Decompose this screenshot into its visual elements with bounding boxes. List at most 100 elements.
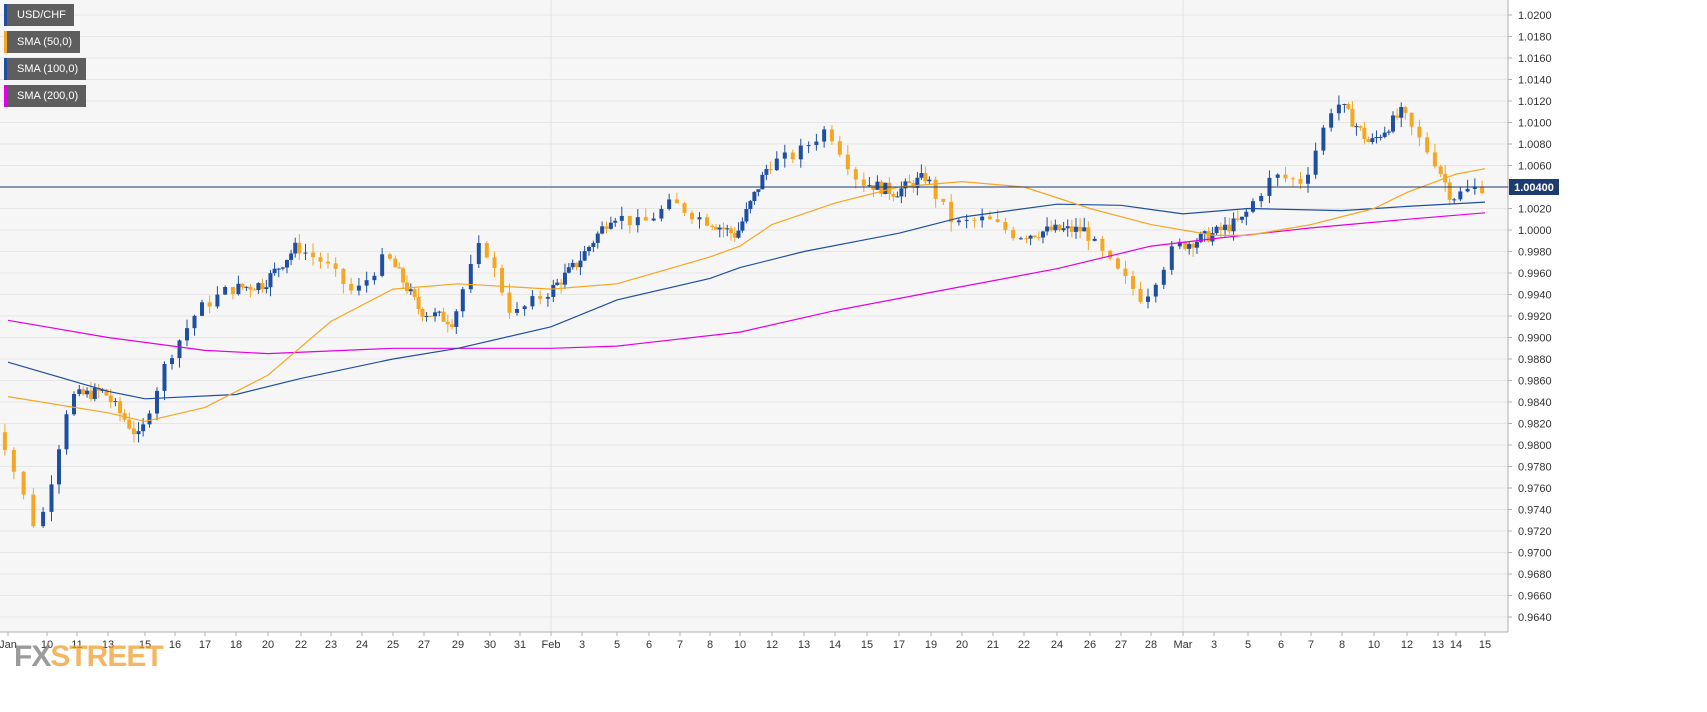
candle — [1073, 217, 1078, 239]
candle-body — [1187, 243, 1192, 249]
x-tick-label: 24 — [1051, 639, 1063, 651]
candle — [822, 126, 827, 148]
candle-body — [1146, 296, 1150, 302]
candle-body — [1346, 104, 1351, 109]
x-tick-label: 13 — [798, 639, 810, 651]
candle — [627, 215, 632, 234]
legend-item-sma100[interactable]: SMA (100,0) — [4, 58, 87, 80]
candle — [1447, 178, 1452, 206]
candle — [740, 217, 745, 233]
candle — [1354, 123, 1359, 136]
candle-body — [748, 200, 753, 210]
candle — [682, 202, 687, 217]
candle-body — [1065, 226, 1070, 229]
candle — [437, 310, 442, 317]
candle-body — [476, 243, 481, 264]
candle — [127, 412, 132, 430]
candle — [500, 264, 504, 296]
candle — [1049, 220, 1054, 232]
candle-body — [1465, 188, 1470, 192]
candle-body — [1049, 226, 1054, 231]
candle — [725, 224, 730, 237]
candle — [883, 182, 888, 195]
legend-item-sma200[interactable]: SMA (200,0) — [4, 85, 87, 107]
candle-body — [41, 511, 46, 527]
candle-body — [619, 215, 624, 221]
legend-item-sma50[interactable]: SMA (50,0) — [4, 31, 81, 53]
candle — [1115, 257, 1120, 270]
candle — [468, 254, 473, 293]
candle-body — [1202, 231, 1207, 234]
y-tick-label: 0.9880 — [1518, 354, 1552, 366]
candle — [1438, 164, 1443, 178]
candle-body — [1382, 132, 1387, 137]
candle-body — [1313, 150, 1318, 175]
candle — [980, 208, 985, 228]
candle-body — [1198, 233, 1203, 242]
candle-body — [570, 262, 575, 268]
candle-body — [774, 158, 779, 171]
candle-body — [113, 401, 118, 403]
y-tick-label: 0.9860 — [1518, 376, 1552, 388]
candle-body — [1053, 224, 1058, 231]
candle-body — [454, 311, 459, 327]
candle-body — [853, 169, 858, 180]
candle-body — [790, 152, 795, 160]
candle — [551, 279, 556, 303]
candle — [1187, 241, 1192, 255]
candle-body — [1342, 104, 1347, 106]
candle — [1358, 125, 1363, 131]
candle-body — [574, 262, 579, 268]
candle — [256, 282, 261, 294]
candle-body — [64, 414, 69, 450]
current-price-label: 1.00400 — [1514, 182, 1554, 194]
candle — [1078, 218, 1083, 239]
candle — [1011, 226, 1016, 241]
candle — [1024, 235, 1029, 244]
candle — [1053, 219, 1058, 233]
x-tick-label: 20 — [956, 639, 968, 651]
candle — [507, 283, 512, 319]
candle — [428, 315, 433, 317]
candle — [651, 212, 656, 222]
candle-body — [200, 302, 204, 316]
candle-body — [387, 254, 392, 259]
candle — [1028, 234, 1033, 246]
candle — [562, 263, 567, 289]
candle-body — [1024, 238, 1029, 240]
candle — [915, 172, 920, 196]
candle — [393, 255, 398, 268]
candle-body — [1153, 284, 1158, 297]
candle-body — [404, 282, 409, 292]
logo-fx: FX — [14, 640, 51, 673]
candle-body — [551, 284, 556, 297]
candle-body — [555, 282, 560, 285]
x-tick-label: Mar — [1174, 639, 1193, 651]
x-tick-label: 27 — [1115, 639, 1127, 651]
candle — [1227, 217, 1232, 234]
candle-body — [1306, 174, 1310, 184]
candle — [1153, 282, 1158, 303]
candle — [264, 279, 269, 294]
y-tick-label: 0.9980 — [1518, 247, 1552, 259]
candle — [248, 283, 253, 298]
candle — [697, 212, 702, 229]
legend-item-usdchf[interactable]: USD/CHF — [4, 4, 74, 26]
candle-body — [507, 292, 512, 313]
candle-body — [721, 227, 726, 230]
candle — [522, 305, 527, 316]
candle-body — [72, 394, 76, 415]
candle — [297, 234, 302, 260]
candle — [891, 191, 896, 202]
candle-body — [1069, 226, 1074, 232]
candle-body — [1214, 226, 1219, 234]
candle-body — [276, 268, 281, 270]
candle-body — [1432, 152, 1437, 167]
candle-body — [682, 203, 687, 213]
candle-body — [578, 260, 583, 268]
candle-body — [1115, 258, 1120, 269]
candle — [1306, 167, 1310, 193]
chart-legend: USD/CHF SMA (50,0) SMA (100,0) SMA (200,… — [4, 4, 87, 112]
candle — [1432, 143, 1437, 169]
